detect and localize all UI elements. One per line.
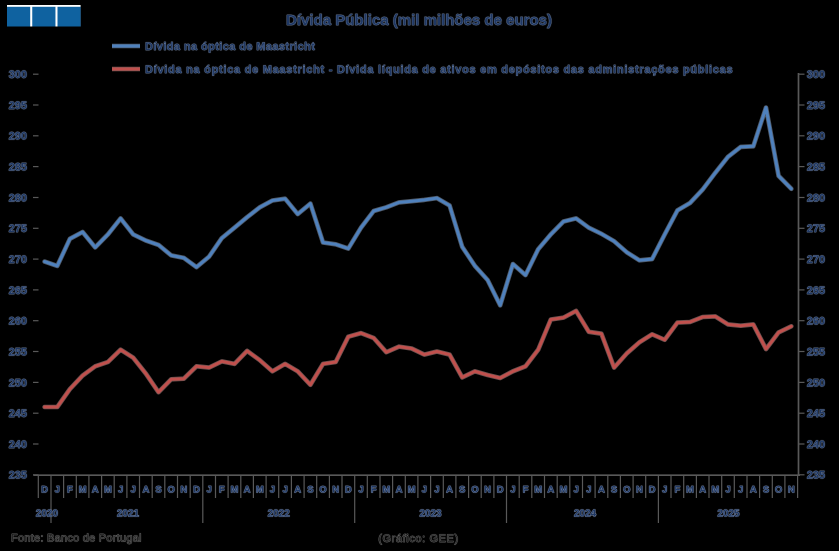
svg-text:Dívida na óptica de Maastricht: Dívida na óptica de Maastricht (145, 41, 315, 53)
svg-text:A: A (547, 485, 554, 496)
svg-text:F: F (674, 485, 680, 496)
svg-text:275: 275 (9, 223, 27, 235)
svg-text:M: M (686, 485, 694, 496)
svg-text:260: 260 (9, 316, 27, 328)
svg-text:M: M (382, 485, 390, 496)
svg-text:M: M (79, 485, 87, 496)
svg-text:J: J (206, 485, 211, 496)
svg-text:A: A (142, 485, 149, 496)
svg-text:F: F (371, 485, 377, 496)
svg-text:290: 290 (9, 131, 27, 143)
svg-text:295: 295 (9, 100, 27, 112)
svg-text:J: J (725, 485, 730, 496)
svg-text:S: S (611, 485, 617, 496)
svg-text:J: J (510, 485, 515, 496)
svg-text:A: A (244, 485, 251, 496)
svg-text:A: A (699, 485, 706, 496)
svg-text:N: N (332, 485, 339, 496)
svg-text:J: J (131, 485, 136, 496)
svg-text:A: A (598, 485, 605, 496)
svg-text:A: A (294, 485, 301, 496)
svg-text:D: D (193, 485, 200, 496)
svg-text:295: 295 (807, 100, 825, 112)
svg-text:240: 240 (807, 439, 825, 451)
svg-text:Fonte: Banco de Portugal: Fonte: Banco de Portugal (11, 533, 142, 545)
svg-text:O: O (775, 485, 782, 496)
svg-text:J: J (55, 485, 60, 496)
svg-text:J: J (118, 485, 123, 496)
svg-text:N: N (788, 485, 795, 496)
svg-text:2020: 2020 (36, 509, 59, 520)
svg-text:M: M (534, 485, 542, 496)
svg-text:N: N (484, 485, 491, 496)
svg-text:J: J (662, 485, 667, 496)
svg-text:A: A (92, 485, 99, 496)
svg-text:M: M (408, 485, 416, 496)
svg-text:2025: 2025 (717, 509, 740, 520)
svg-text:D: D (497, 485, 504, 496)
svg-text:280: 280 (9, 192, 27, 204)
svg-text:F: F (523, 485, 529, 496)
svg-text:A: A (446, 485, 453, 496)
svg-text:245: 245 (807, 408, 825, 420)
svg-text:O: O (319, 485, 326, 496)
svg-text:265: 265 (807, 285, 825, 297)
svg-text:S: S (307, 485, 313, 496)
svg-text:270: 270 (9, 254, 27, 266)
svg-text:D: D (345, 485, 352, 496)
svg-text:M: M (104, 485, 112, 496)
svg-text:N: N (636, 485, 643, 496)
svg-text:M: M (711, 485, 719, 496)
svg-text:J: J (573, 485, 578, 496)
svg-text:S: S (763, 485, 769, 496)
svg-text:J: J (270, 485, 275, 496)
svg-text:J: J (422, 485, 427, 496)
svg-text:O: O (471, 485, 478, 496)
svg-text:J: J (586, 485, 591, 496)
svg-text:280: 280 (807, 192, 825, 204)
svg-text:Dívida Pública (mil milhões de: Dívida Pública (mil milhões de euros) (286, 12, 552, 29)
svg-text:2021: 2021 (117, 509, 140, 520)
svg-text:O: O (623, 485, 630, 496)
svg-text:255: 255 (807, 346, 825, 358)
svg-text:M: M (256, 485, 264, 496)
svg-text:D: D (649, 485, 656, 496)
svg-text:Dívida na óptica de Maastricht: Dívida na óptica de Maastricht - Dívida … (145, 64, 733, 76)
svg-text:245: 245 (9, 408, 27, 420)
svg-text:J: J (358, 485, 363, 496)
svg-text:240: 240 (9, 439, 27, 451)
svg-text:260: 260 (807, 316, 825, 328)
svg-text:265: 265 (9, 285, 27, 297)
svg-text:M: M (560, 485, 568, 496)
svg-text:2024: 2024 (574, 509, 597, 520)
svg-text:290: 290 (807, 131, 825, 143)
svg-text:M: M (231, 485, 239, 496)
svg-text:250: 250 (807, 377, 825, 389)
svg-text:S: S (155, 485, 161, 496)
svg-text:255: 255 (9, 346, 27, 358)
svg-text:285: 285 (9, 162, 27, 174)
svg-text:A: A (750, 485, 757, 496)
svg-text:(Gráfico: GEE): (Gráfico: GEE) (378, 533, 459, 545)
svg-text:300: 300 (807, 69, 825, 81)
svg-text:S: S (459, 485, 465, 496)
svg-text:J: J (282, 485, 287, 496)
svg-text:250: 250 (9, 377, 27, 389)
svg-text:2023: 2023 (419, 509, 442, 520)
svg-text:A: A (396, 485, 403, 496)
svg-text:235: 235 (9, 470, 27, 482)
svg-text:270: 270 (807, 254, 825, 266)
svg-text:285: 285 (807, 162, 825, 174)
svg-text:300: 300 (9, 69, 27, 81)
svg-text:235: 235 (807, 470, 825, 482)
svg-text:2022: 2022 (268, 509, 291, 520)
svg-text:F: F (219, 485, 225, 496)
svg-text:J: J (738, 485, 743, 496)
svg-text:F: F (67, 485, 73, 496)
svg-text:J: J (434, 485, 439, 496)
svg-text:N: N (180, 485, 187, 496)
svg-text:O: O (168, 485, 175, 496)
svg-text:D: D (41, 485, 48, 496)
svg-text:275: 275 (807, 223, 825, 235)
